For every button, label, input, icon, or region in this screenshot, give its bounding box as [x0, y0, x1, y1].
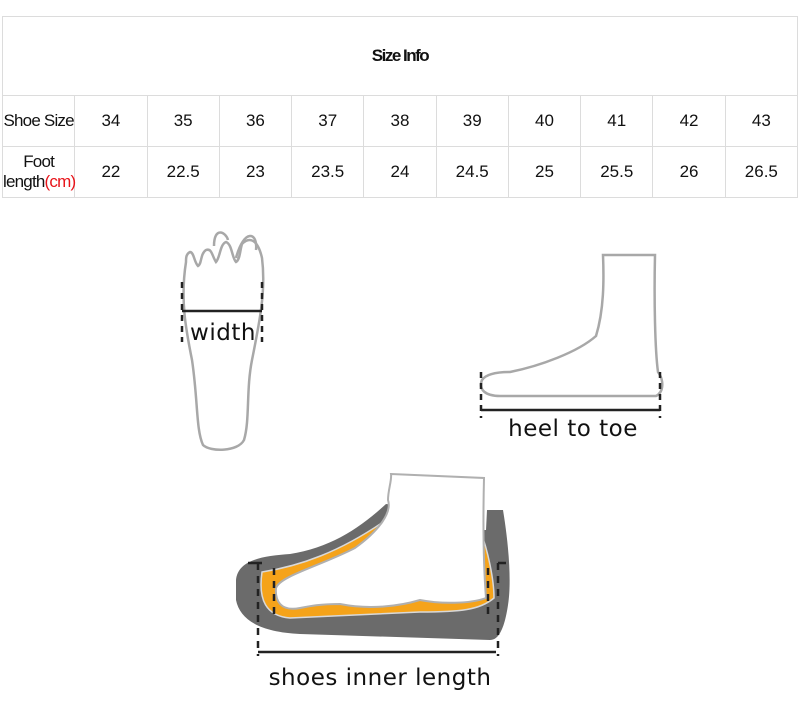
unit-text: (cm) [44, 172, 77, 191]
shoe-cross-section-illustration [236, 472, 510, 640]
row-label-shoe-size: Shoe Size [1, 95, 76, 147]
length-cell: 24 [363, 146, 437, 198]
length-cell: 22 [74, 146, 148, 198]
row-label-foot-length: Foot length(cm) [1, 146, 77, 198]
foot-sole-illustration [182, 231, 265, 451]
shoes-inner-length-label: shoes inner length [268, 665, 492, 691]
width-measure-line [180, 282, 264, 342]
inner-length-measure-line [248, 561, 506, 656]
length-cell: 23 [218, 146, 293, 198]
length-cell: 23.5 [291, 146, 365, 198]
length-cell: 25.5 [580, 146, 654, 198]
foot-side-illustration [479, 253, 664, 398]
size-cell: 42 [652, 95, 726, 147]
size-table: Size Info Shoe Size 34 35 36 37 38 39 40… [1, 16, 799, 198]
table-row-foot-length: Foot length(cm) 22 22.5 23 23.5 24 24.5 … [1, 146, 799, 198]
size-cell: 41 [580, 95, 654, 147]
size-cell: 39 [435, 95, 509, 147]
size-cell: 35 [146, 95, 220, 147]
heel-to-toe-label: heel to toe [508, 416, 638, 442]
foot-length-text: Foot length [3, 152, 55, 191]
length-cell: 25 [507, 146, 582, 198]
table-row-shoe-size: Shoe Size 34 35 36 37 38 39 40 41 42 43 [1, 95, 799, 147]
length-cell: 26 [652, 146, 726, 198]
length-cell: 22.5 [146, 146, 220, 198]
heel-to-toe-measure-line [479, 372, 662, 418]
size-cell: 43 [724, 95, 799, 147]
length-cell: 26.5 [724, 146, 799, 198]
page-title: Size Info [2, 16, 798, 96]
size-cell: 40 [507, 95, 582, 147]
length-cell: 24.5 [435, 146, 509, 198]
size-cell: 38 [363, 95, 437, 147]
width-label: width [190, 320, 256, 346]
